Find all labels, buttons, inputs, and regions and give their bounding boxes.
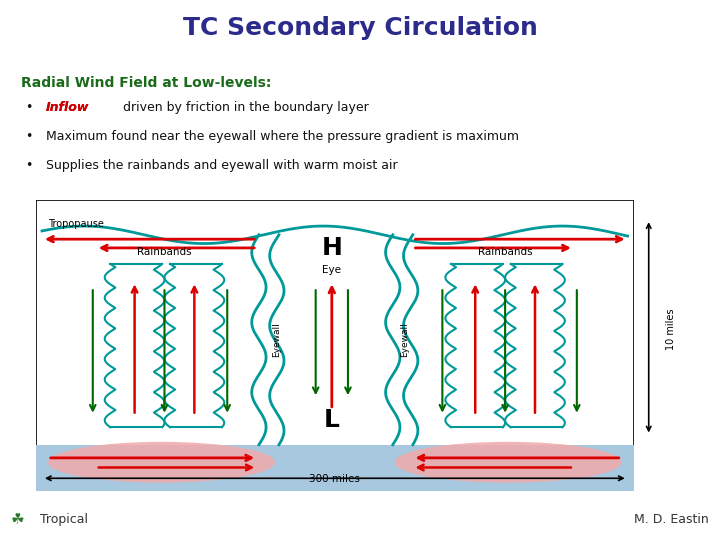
Ellipse shape xyxy=(48,442,275,483)
Text: •: • xyxy=(24,130,32,143)
Text: M. D. Eastin: M. D. Eastin xyxy=(634,513,709,526)
Text: ☘: ☘ xyxy=(11,512,24,527)
Text: Eyewall: Eyewall xyxy=(272,322,282,357)
Text: 10 miles: 10 miles xyxy=(667,308,676,349)
Text: Rainbands: Rainbands xyxy=(478,247,532,257)
Text: driven by friction in the boundary layer: driven by friction in the boundary layer xyxy=(120,102,369,114)
Text: Tropical: Tropical xyxy=(40,513,88,526)
Text: Eye: Eye xyxy=(323,265,341,275)
Text: Inflow: Inflow xyxy=(45,102,89,114)
Bar xyxy=(36,445,634,491)
Text: L: L xyxy=(324,408,340,432)
Text: Eyewall: Eyewall xyxy=(400,322,409,357)
Text: Radial Wind Field at Low-levels:: Radial Wind Field at Low-levels: xyxy=(22,76,271,90)
Text: TC Secondary Circulation: TC Secondary Circulation xyxy=(183,16,537,40)
Text: •: • xyxy=(24,102,32,114)
Text: •: • xyxy=(24,159,32,172)
Text: Rainbands: Rainbands xyxy=(138,247,192,257)
Text: Tropopause: Tropopause xyxy=(48,219,104,229)
Ellipse shape xyxy=(395,442,621,483)
Text: Maximum found near the eyewall where the pressure gradient is maximum: Maximum found near the eyewall where the… xyxy=(45,130,518,143)
Text: Supplies the rainbands and eyewall with warm moist air: Supplies the rainbands and eyewall with … xyxy=(45,159,397,172)
Text: H: H xyxy=(321,236,342,260)
Text: 300 miles: 300 miles xyxy=(310,474,360,484)
Text: Inflow: Inflow xyxy=(45,102,89,114)
